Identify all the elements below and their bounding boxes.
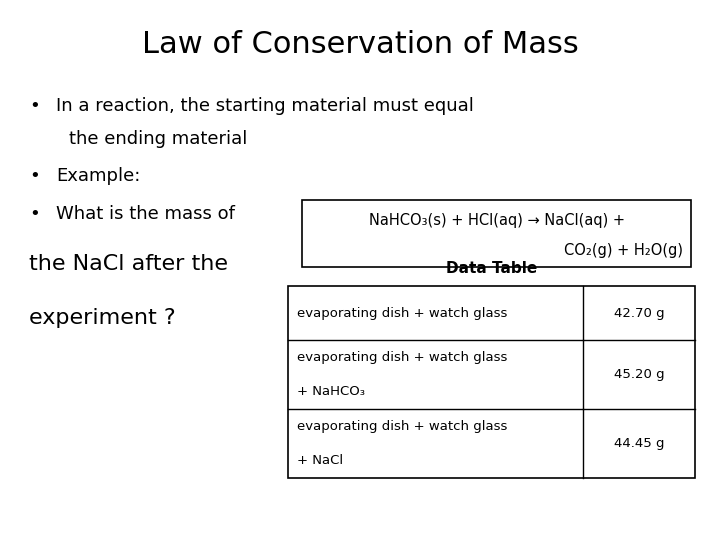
Text: the NaCl after the: the NaCl after the [29, 254, 228, 274]
Text: the ending material: the ending material [69, 130, 248, 147]
Text: evaporating dish + watch glass: evaporating dish + watch glass [297, 420, 507, 433]
Text: NaHCO₃(s) + HCl(aq) → NaCl(aq) +: NaHCO₃(s) + HCl(aq) → NaCl(aq) + [369, 213, 625, 227]
Text: Example:: Example: [56, 167, 140, 185]
Text: Data Table: Data Table [446, 261, 537, 276]
Text: evaporating dish + watch glass: evaporating dish + watch glass [297, 307, 507, 320]
Text: •: • [29, 167, 40, 185]
Text: •: • [29, 97, 40, 115]
Text: •: • [29, 205, 40, 223]
Text: 44.45 g: 44.45 g [613, 437, 664, 450]
Text: + NaCl: + NaCl [297, 454, 343, 467]
Text: What is the mass of: What is the mass of [56, 205, 235, 223]
Text: experiment ?: experiment ? [29, 308, 176, 328]
Text: + NaHCO₃: + NaHCO₃ [297, 385, 364, 398]
Text: 42.70 g: 42.70 g [613, 307, 664, 320]
FancyBboxPatch shape [302, 200, 691, 267]
Text: 45.20 g: 45.20 g [613, 368, 664, 381]
Text: In a reaction, the starting material must equal: In a reaction, the starting material mus… [56, 97, 474, 115]
Text: CO₂(g) + H₂O(g): CO₂(g) + H₂O(g) [564, 243, 683, 258]
Text: evaporating dish + watch glass: evaporating dish + watch glass [297, 350, 507, 363]
FancyBboxPatch shape [288, 286, 695, 478]
Text: Law of Conservation of Mass: Law of Conservation of Mass [142, 30, 578, 59]
